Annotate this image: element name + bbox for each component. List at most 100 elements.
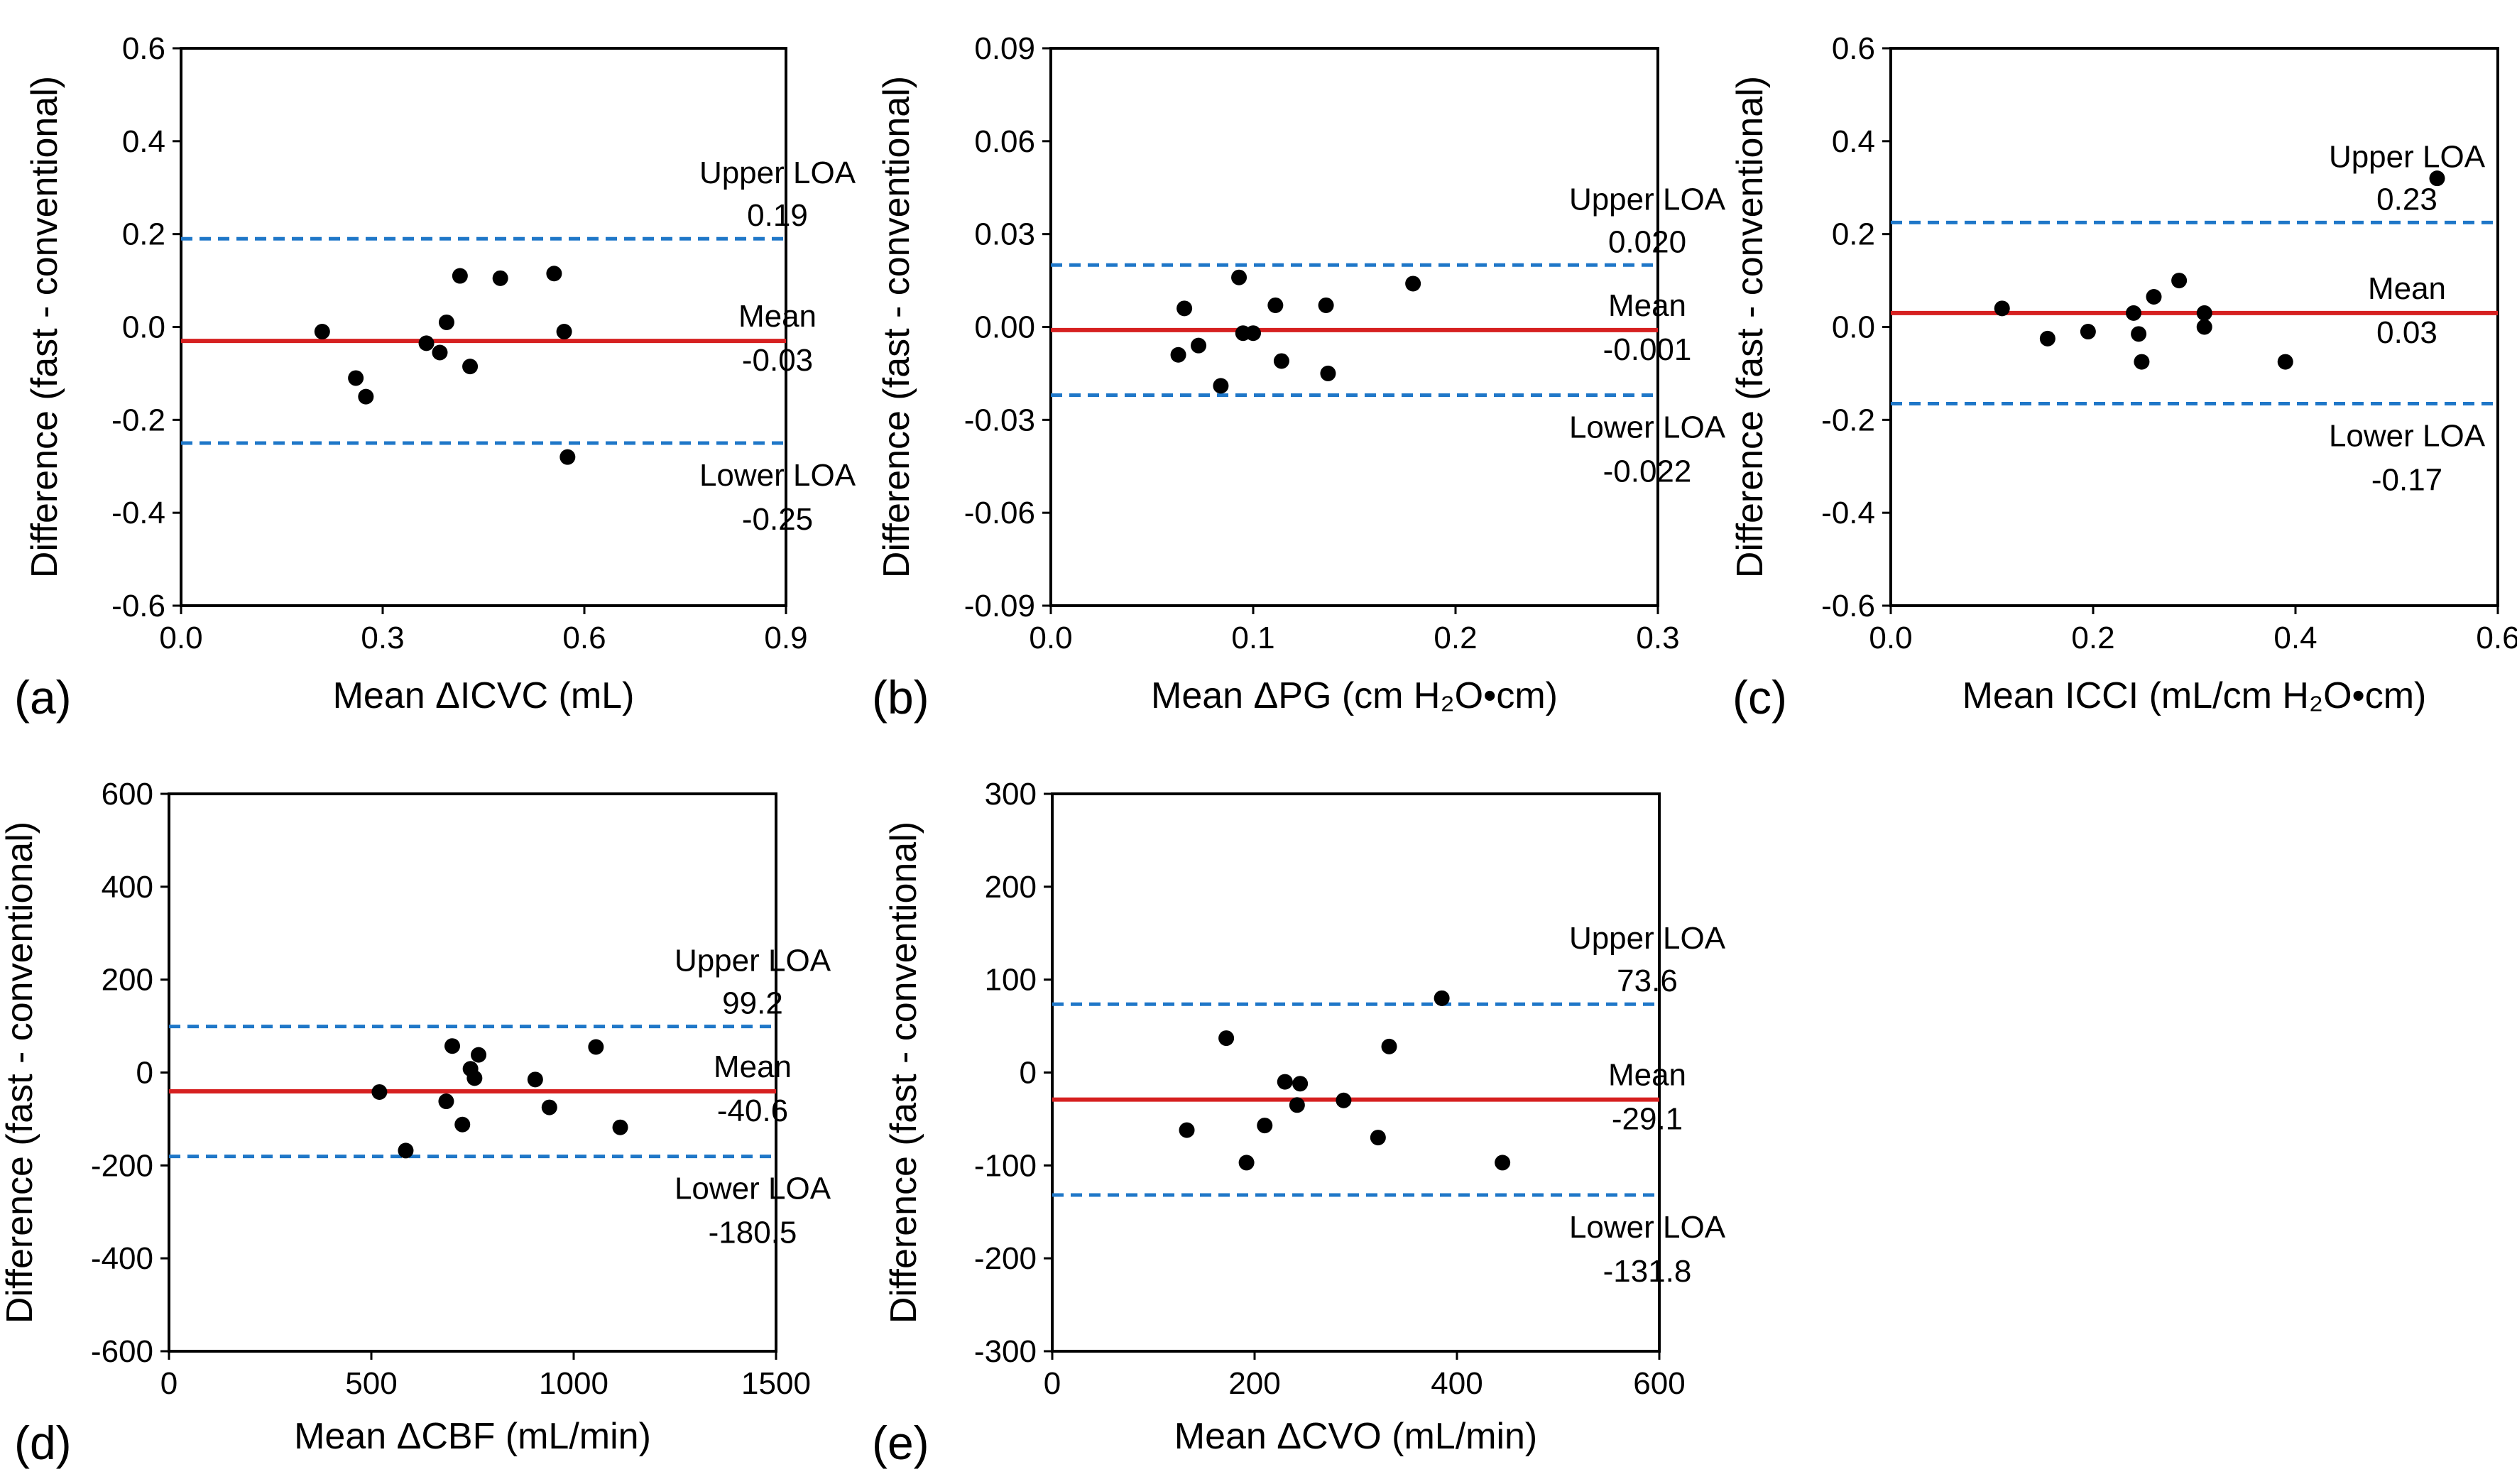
y-tick-label: 0.2 xyxy=(1832,217,1875,252)
x-tick-label: 0.0 xyxy=(1029,621,1072,655)
data-point xyxy=(1218,1030,1235,1047)
y-tick-label: 0.03 xyxy=(974,217,1035,252)
upper-loa-value: 99.2 xyxy=(722,986,783,1021)
y-tick-label: 0 xyxy=(136,1056,153,1091)
chart-panel-1: -0.6 -0.4 -0.2 0.0 0.2 0.4 0.6 0.0 0.3 0.6 0.9 Uppe… xyxy=(14,31,856,724)
mean-value: -40.6 xyxy=(717,1093,788,1128)
panel-label: (d) xyxy=(14,1417,72,1469)
data-point xyxy=(2080,324,2096,340)
data-point xyxy=(1277,1074,1293,1090)
upper-loa-value: 73.6 xyxy=(1617,964,1678,998)
data-point xyxy=(1213,378,1229,394)
data-point xyxy=(471,1047,487,1063)
y-tick-label: -0.4 xyxy=(111,496,165,530)
y-tick-label: -0.03 xyxy=(964,403,1035,437)
lower-loa-value: -0.17 xyxy=(2371,462,2442,497)
y-axis-label: Difference (fast - conventional) xyxy=(883,822,924,1324)
y-tick-label: 0.06 xyxy=(974,124,1035,159)
x-axis-label: Mean ΔPG (cm H₂O•cm) xyxy=(1151,675,1558,716)
lower-loa-value: -0.022 xyxy=(1603,454,1692,489)
data-point xyxy=(398,1142,414,1159)
lower-loa-label: Lower LOA xyxy=(2329,418,2486,453)
y-tick-label: 0.00 xyxy=(974,310,1035,345)
data-point xyxy=(2126,305,2141,321)
y-tick-label: 300 xyxy=(985,777,1037,812)
y-tick-label: -0.4 xyxy=(1821,496,1875,530)
data-point xyxy=(454,1116,471,1133)
y-tick-label: -200 xyxy=(974,1241,1037,1276)
data-point xyxy=(438,1093,454,1110)
data-point xyxy=(1370,1130,1386,1146)
data-point xyxy=(1405,275,1421,292)
chart-panel-2: -0.09 -0.06 -0.03 0.00 0.03 0.06 0.09 0.0 0.1 0.2… xyxy=(872,31,1726,724)
plot-frame xyxy=(1049,47,1659,607)
y-tick-label: -0.6 xyxy=(1821,589,1875,623)
y-tick-label: -400 xyxy=(91,1241,153,1276)
x-axis-label: Mean ΔCVO (mL/min) xyxy=(1174,1416,1538,1457)
upper-loa-label: Upper LOA xyxy=(699,156,856,190)
data-point xyxy=(1170,347,1186,363)
data-point xyxy=(462,359,479,375)
chart-panel-3: -0.6 -0.4 -0.2 0.0 0.2 0.4 0.6 0.0 0.2 0.4 0.6 Uppe… xyxy=(1730,31,2517,724)
data-point xyxy=(2134,354,2150,370)
upper-loa-label: Upper LOA xyxy=(2329,139,2486,174)
panel-label: (c) xyxy=(1732,671,1787,724)
y-tick-label: 0.6 xyxy=(1832,31,1875,66)
lower-loa-label: Lower LOA xyxy=(675,1172,831,1206)
y-tick-label: -0.2 xyxy=(111,403,165,437)
mean-value: -0.001 xyxy=(1603,332,1692,367)
data-point xyxy=(588,1039,604,1055)
data-point xyxy=(527,1071,543,1088)
panel-label: (e) xyxy=(872,1417,929,1469)
y-tick-label: 0.0 xyxy=(1832,310,1875,345)
data-point xyxy=(1320,365,1336,381)
data-point xyxy=(559,449,576,465)
lower-loa-label: Lower LOA xyxy=(1569,1210,1726,1245)
y-tick-label: 0 xyxy=(1020,1056,1037,1091)
mean-label: Mean xyxy=(738,299,817,334)
data-point xyxy=(556,324,572,340)
data-point xyxy=(444,1038,460,1054)
data-point xyxy=(2039,330,2055,347)
data-point xyxy=(358,388,374,405)
data-point xyxy=(2146,288,2162,305)
x-tick-label: 0.9 xyxy=(764,621,807,655)
x-tick-label: 500 xyxy=(345,1366,397,1401)
y-tick-label: -600 xyxy=(91,1334,153,1369)
y-tick-label: 0.09 xyxy=(974,31,1035,66)
panel-label: (b) xyxy=(872,671,929,724)
data-point xyxy=(1179,1122,1195,1138)
x-tick-label: 1500 xyxy=(741,1366,811,1401)
y-tick-label: 0.0 xyxy=(122,310,165,345)
x-tick-label: 200 xyxy=(1228,1366,1280,1401)
y-tick-label: 200 xyxy=(985,870,1037,905)
y-axis-label: Difference (fast - conventional) xyxy=(0,822,40,1324)
x-tick-label: 0.6 xyxy=(2476,621,2517,655)
x-tick-label: 0.2 xyxy=(2071,621,2114,655)
y-tick-label: -0.6 xyxy=(111,589,165,623)
y-tick-label: -0.2 xyxy=(1821,403,1875,437)
y-tick-label: 600 xyxy=(102,777,153,812)
data-point xyxy=(1381,1038,1397,1054)
x-tick-label: 0.1 xyxy=(1231,621,1274,655)
data-point xyxy=(2277,354,2293,370)
x-tick-label: 400 xyxy=(1431,1366,1483,1401)
data-point xyxy=(1318,297,1334,313)
data-point xyxy=(314,324,330,340)
mean-label: Mean xyxy=(1608,1058,1686,1093)
plot-frame xyxy=(1051,792,1661,1353)
y-tick-label: -0.06 xyxy=(964,496,1035,530)
y-tick-label: 0.4 xyxy=(1832,124,1875,159)
data-point xyxy=(466,1070,483,1086)
mean-value: -0.03 xyxy=(742,343,813,378)
data-point xyxy=(418,335,435,351)
chart-panel-5: -300 -200 -100 0 100 200 300 0 200 400 600 Upper LO… xyxy=(872,777,1726,1469)
mean-label: Mean xyxy=(2368,271,2446,306)
x-tick-label: 1000 xyxy=(539,1366,608,1401)
y-tick-label: 100 xyxy=(985,963,1037,998)
lower-loa-value: -180.5 xyxy=(709,1216,797,1250)
mean-label: Mean xyxy=(714,1049,792,1084)
plot-frame xyxy=(180,47,787,607)
mean-label: Mean xyxy=(1608,288,1686,323)
